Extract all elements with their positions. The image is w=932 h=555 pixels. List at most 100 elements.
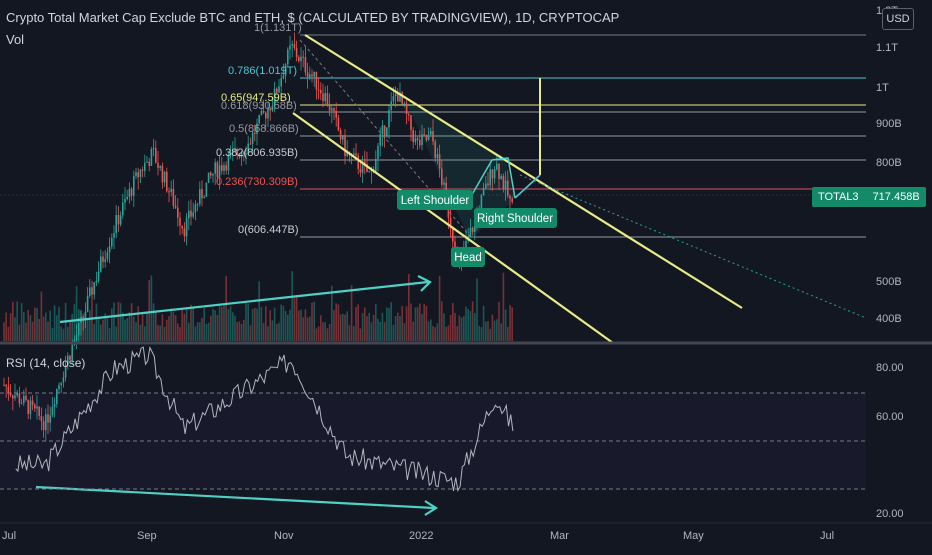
candle-body (102, 256, 104, 262)
candle-body (399, 92, 401, 102)
candle-body (128, 188, 131, 197)
volume-bar (482, 305, 485, 341)
candle-body (144, 162, 146, 171)
volume-bar (152, 303, 155, 341)
candle-body (480, 195, 483, 214)
volume-bar (89, 310, 91, 341)
candle-body (317, 89, 320, 91)
candle-body (284, 64, 287, 76)
volume-bar (214, 310, 216, 341)
candle-body (337, 117, 340, 131)
volume-bar (225, 275, 227, 341)
volume-bar (207, 322, 210, 341)
candle-body (7, 386, 10, 393)
volume-bar (93, 323, 95, 341)
volume-bar (346, 311, 348, 341)
volume-bar (447, 325, 450, 341)
volume-bar (489, 328, 491, 341)
candle-body (192, 212, 194, 217)
candle-body (69, 355, 71, 360)
badge-value: 717.458B (872, 191, 920, 203)
candle-body (416, 138, 419, 141)
candle-body (489, 169, 491, 186)
volume-bar (493, 320, 496, 341)
candle-body (139, 169, 142, 178)
candle-body (504, 180, 507, 190)
candle-body (401, 92, 403, 104)
volume-bar (306, 317, 309, 341)
candlesticks (3, 32, 513, 442)
rsi-legend[interactable]: RSI (14, close) (6, 356, 86, 370)
candle-body (185, 218, 188, 237)
candle-body (49, 415, 51, 423)
volume-bar (240, 324, 243, 341)
volume-bar (491, 314, 494, 341)
volume-bar (328, 324, 331, 341)
candle-body (361, 161, 364, 173)
candle-body (12, 395, 14, 399)
badge-symbol: TOTAL3 (818, 191, 859, 203)
candle-body (170, 188, 172, 192)
volume-bar (467, 308, 469, 341)
candle-body (150, 149, 153, 166)
volume-bar (458, 315, 461, 341)
candle-body (168, 191, 170, 193)
head-label: Head (454, 252, 482, 264)
volume-bar (179, 327, 181, 341)
candle-body (225, 165, 227, 171)
volume-bar (480, 327, 483, 341)
volume-bar (229, 306, 232, 341)
candle-body (18, 393, 21, 404)
candle-body (124, 199, 126, 203)
candle-body (419, 140, 421, 146)
candle-body (282, 75, 285, 79)
volume-divergence-arrow (59, 280, 429, 324)
currency-button[interactable]: USD (882, 8, 914, 30)
volume-bar (190, 304, 192, 341)
price-tick-label: 900B (876, 118, 902, 130)
candle-body (498, 163, 500, 179)
candle-body (331, 108, 333, 111)
fib-label-0236: 0.236(730.309B) (216, 176, 298, 188)
candle-body (405, 103, 408, 115)
candle-body (75, 335, 78, 341)
volume-bar (452, 302, 454, 341)
symbol-title[interactable]: Crypto Total Market Cap Exclude BTC and … (6, 10, 620, 25)
volume-bar (49, 310, 51, 341)
time-tick-label: May (683, 530, 704, 542)
candle-body (394, 93, 397, 97)
candle-body (333, 108, 335, 111)
fib-label-05: 0.5(868.866B) (229, 123, 299, 135)
volume-bar (86, 318, 89, 341)
candle-body (278, 86, 280, 93)
right-shoulder-outline (469, 157, 516, 199)
volume-legend[interactable]: Vol (6, 32, 25, 47)
candle-body (232, 150, 234, 153)
volume-bar (130, 303, 133, 341)
volume-bar (20, 303, 23, 341)
candle-body (146, 161, 148, 163)
volume-bar (9, 313, 12, 341)
volume-bar (262, 323, 265, 341)
volume-bar (42, 316, 45, 341)
rsi-line (15, 346, 514, 492)
candle-body (247, 143, 249, 154)
candle-body (482, 187, 485, 196)
candle-body (159, 165, 161, 168)
candle-body (258, 114, 260, 124)
candle-body (126, 196, 128, 200)
volume-bar (421, 313, 423, 341)
candle-body (346, 151, 348, 157)
volume-bar (337, 304, 340, 341)
candle-body (342, 135, 344, 140)
volume-bar (71, 313, 73, 341)
candle-body (240, 152, 243, 158)
candle-body (42, 421, 45, 431)
volume-bar (260, 306, 263, 341)
candle-body (487, 183, 489, 186)
candle-body (511, 198, 513, 203)
candle-body (267, 108, 269, 119)
volume-bar (507, 326, 509, 341)
